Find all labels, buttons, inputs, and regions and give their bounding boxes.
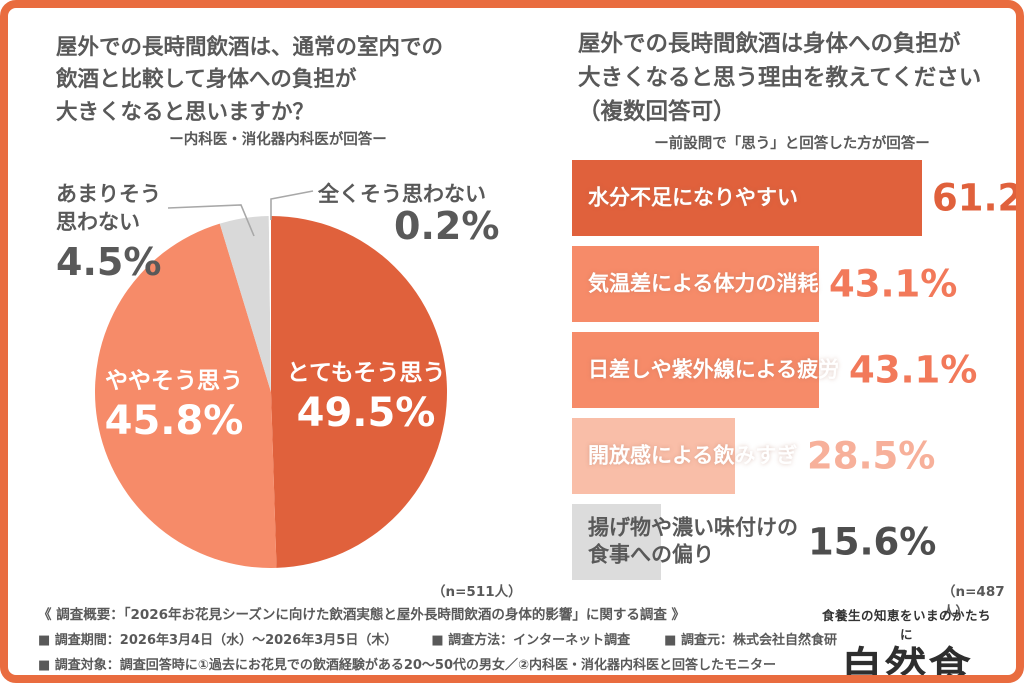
- left-question-title: 屋外での長時間飲酒は、通常の室内での 飲酒と比較して身体への負担が 大きくなると…: [56, 35, 444, 125]
- bar-chart: 水分不足になりやすい 61.2% 気温差による体力の消耗 43.1% 日差しや紫…: [572, 160, 1024, 590]
- bar-fill: [572, 160, 922, 236]
- overview-row: ■ 調査対象：調査回答時に①過去にお花見での飲酒経験がある20～50代の男女／②…: [38, 654, 848, 673]
- bar-label: 揚げ物や濃い味付けの 食事への偏り: [588, 515, 798, 567]
- overview-item-method: ■ 調査方法：インターネット調査: [431, 633, 631, 648]
- bar-pct: 43.1%: [829, 262, 958, 306]
- right-sample-size: （n=487人）: [942, 584, 1005, 620]
- logo-tagline: 食養生の知恵をいまのかたちに: [821, 608, 991, 642]
- overview-row: ■ モニター提供元：サクリサ ■ 調査人数：1,016人（①505人／②511人…: [38, 679, 848, 683]
- overview-heading: 《 調査概要：「2026年お花見シーズンに向けた飲酒実態と屋外長時間飲酒の身体的…: [38, 607, 686, 623]
- bar-pct: 43.1%: [849, 348, 978, 392]
- pie-slice: [219, 216, 271, 392]
- bar-label: 開放感による飲みすぎ: [588, 443, 798, 468]
- pie-value-amari: 4.5%: [56, 240, 162, 284]
- bar-fill: [572, 418, 735, 494]
- bar-row: 気温差による体力の消耗 43.1%: [572, 246, 1016, 322]
- pie-label-mattaku: 全くそう思わない: [318, 182, 486, 206]
- left-sample-size: （n=511人）: [432, 584, 522, 600]
- bar-label: 水分不足になりやすい: [588, 185, 798, 210]
- bar-label: 日差しや紫外線による疲労: [588, 357, 840, 382]
- bar-pct: 28.5%: [807, 434, 936, 478]
- pie-slice-value: 45.8%: [104, 398, 244, 445]
- logo-name: 自然食研: [840, 643, 973, 683]
- survey-overview: 《 調査概要：「2026年お花見シーズンに向けた飲酒実態と屋外長時間飲酒の身体的…: [38, 603, 848, 683]
- left-respondent-subtitle: ー内科医・消化器内科医が回答ー: [169, 132, 387, 148]
- pie-slice: [271, 216, 447, 568]
- pie-slice-label: とてもそう思う: [286, 360, 446, 386]
- bar-row: 揚げ物や濃い味付けの 食事への偏り 15.6%: [572, 504, 1016, 580]
- bar-row: 開放感による飲みすぎ 28.5%: [572, 418, 1016, 494]
- overview-item-target: ■ 調査対象：調査回答時に①過去にお花見での飲酒経験がある20～50代の男女／②…: [38, 658, 777, 673]
- pie-slice-label: ややそう思う: [105, 368, 243, 394]
- bar-label: 気温差による体力の消耗: [588, 271, 819, 296]
- bar-fill: [572, 246, 819, 322]
- overview-item-period: ■ 調査期間：2026年3月4日（水）～2026年3月5日（木）: [38, 633, 398, 648]
- brand-logo: 食養生の知恵をいまのかたちに 自然食研: [819, 605, 994, 683]
- pie-label-amari: あまりそう 思わない: [56, 182, 161, 235]
- pie-value-mattaku: 0.2%: [394, 204, 500, 248]
- bar-fill: [572, 504, 661, 580]
- right-question-title: 屋外での長時間飲酒は身体への負担が 大きくなると思う理由を教えてください （複数…: [578, 31, 982, 125]
- pie-label-yaya: ややそう思う 45.8%: [92, 368, 256, 444]
- overview-item-count: ■ 調査人数：1,016人（①505人／②511人）: [237, 679, 514, 683]
- pie-slice-value: 49.5%: [296, 390, 436, 437]
- overview-row: ■ 調査期間：2026年3月4日（水）～2026年3月5日（木） ■ 調査方法：…: [38, 629, 848, 648]
- bar-pct: 61.2%: [932, 176, 1024, 220]
- right-respondent-subtitle: ー前設問で「思う」と回答した方が回答ー: [654, 136, 930, 152]
- bar-row: 日差しや紫外線による疲労 43.1%: [572, 332, 1016, 408]
- overview-item-monitor: ■ モニター提供元：サクリサ: [38, 679, 211, 683]
- bar-pct: 15.6%: [808, 520, 937, 564]
- pie-chart: [95, 216, 447, 568]
- pie-slice: [95, 223, 277, 568]
- pie-slice: [268, 216, 271, 392]
- pie-label-totemo: とてもそう思う 49.5%: [280, 360, 452, 436]
- bar-fill: [572, 332, 819, 408]
- bar-row: 水分不足になりやすい 61.2%: [572, 160, 1024, 236]
- overview-item-source: ■ 調査元：株式会社自然食研: [664, 633, 837, 648]
